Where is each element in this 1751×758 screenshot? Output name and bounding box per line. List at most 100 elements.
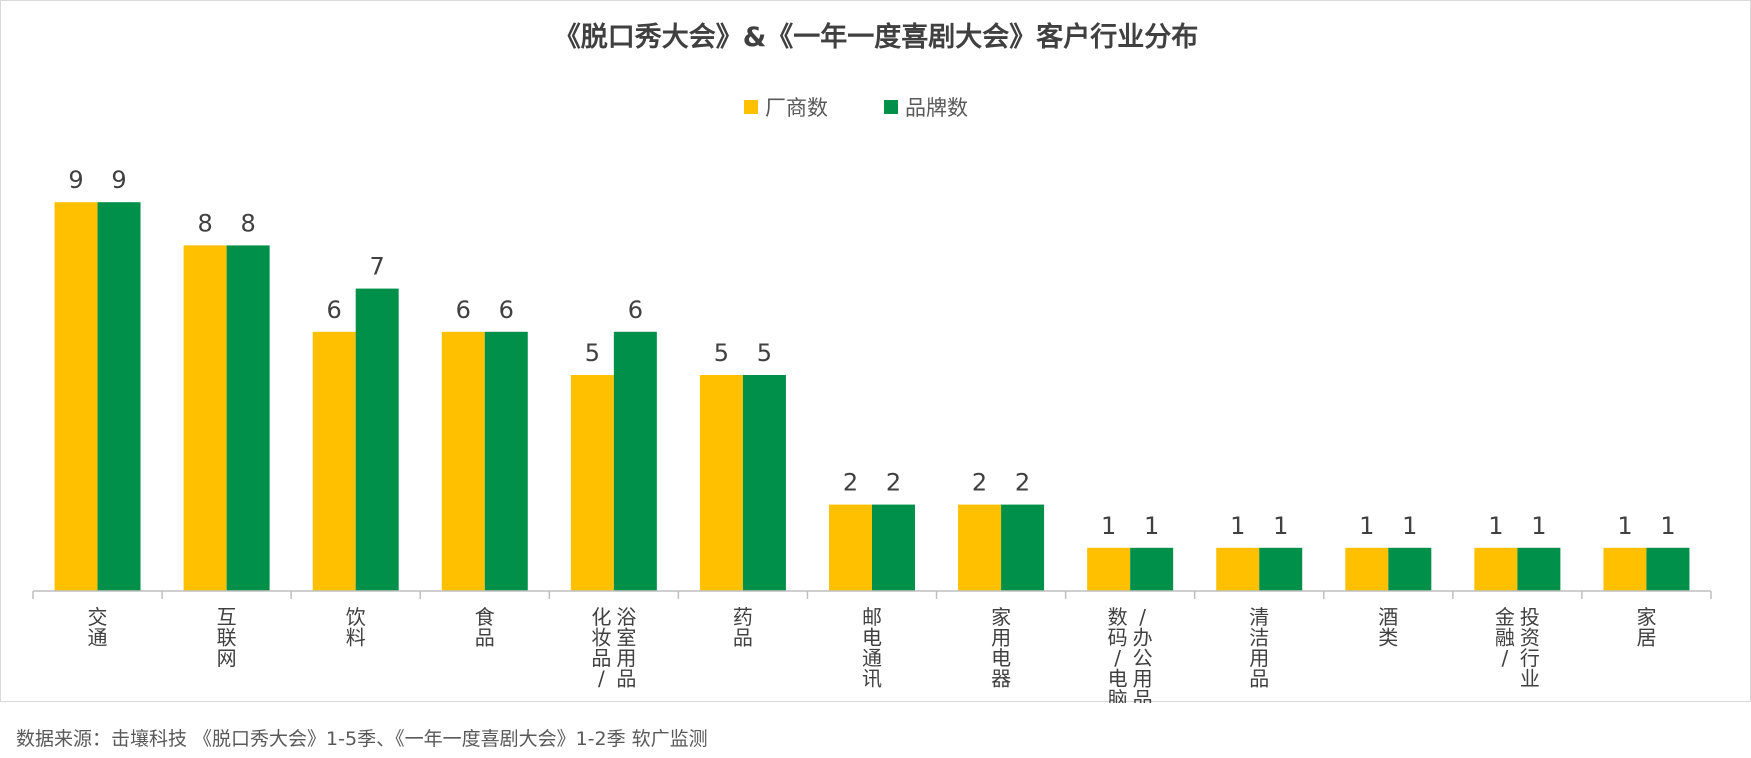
category-char: 居 [1636,626,1656,650]
data-label-1-12: 1 [1660,512,1675,540]
data-label-0-11: 1 [1488,512,1503,540]
bar-0-8 [1087,547,1131,591]
category-char: 器 [991,667,1011,691]
category-label-1: 互联网 [217,605,237,670]
category-char: 行 [1520,646,1540,670]
data-label-0-5: 5 [714,339,729,367]
category-char: 品 [591,646,611,670]
category-char: 妆 [591,626,611,650]
category-char: 室 [616,626,636,650]
data-label-1-4: 6 [628,296,643,324]
data-label-0-10: 1 [1359,512,1374,540]
category-char: 数 [1108,605,1128,629]
bar-0-10 [1345,547,1389,591]
bar-1-10 [1388,547,1432,591]
category-label-5: 药品 [733,605,753,650]
x-axis-ticks [32,591,1712,599]
bar-1-11 [1517,547,1561,591]
legend: 厂商数 品牌数 [744,96,968,120]
data-label-0-9: 1 [1230,512,1245,540]
category-char: 浴 [616,605,636,629]
data-label-0-3: 6 [456,296,471,324]
bar-series-group [54,202,1690,591]
data-label-0-0: 9 [68,166,83,194]
data-label-0-12: 1 [1617,512,1632,540]
data-label-0-4: 5 [585,339,600,367]
category-char: 码 [1108,626,1128,650]
category-char: 网 [217,646,237,670]
category-char: / [598,667,605,691]
bar-1-1 [226,245,270,591]
category-char: 互 [217,605,237,629]
category-label-12: 家居 [1636,605,1656,650]
data-label-1-3: 6 [499,296,514,324]
category-char: / [1502,646,1509,670]
bar-1-2 [355,288,399,591]
category-char: 联 [217,626,237,650]
data-label-0-6: 2 [843,469,858,497]
bar-0-9 [1216,547,1260,591]
category-char: 通 [862,646,882,670]
category-char: 融 [1495,626,1515,650]
bar-0-12 [1603,547,1647,591]
bar-1-4 [613,331,657,591]
category-char: 金 [1495,605,1515,629]
data-label-1-11: 1 [1531,512,1546,540]
category-char: / [1114,646,1121,670]
category-label-10: 酒类 [1378,605,1398,650]
bar-0-4 [570,375,614,591]
legend-label-0: 厂商数 [765,96,828,120]
category-char: 料 [346,626,366,650]
category-char: 讯 [862,667,882,691]
category-char: 办 [1133,626,1153,650]
category-char: 通 [88,626,108,650]
category-char: 品 [733,626,753,650]
bar-1-12 [1646,547,1690,591]
category-char: 用 [1249,646,1269,670]
bar-1-5 [742,375,786,591]
category-char: 药 [733,605,753,629]
category-char: 类 [1378,626,1398,650]
data-label-0-2: 6 [327,296,342,324]
bar-1-9 [1259,547,1303,591]
bar-0-6 [829,504,872,591]
category-label-2: 饮料 [346,605,366,650]
category-char: 品 [616,667,636,691]
data-label-0-1: 8 [197,209,212,237]
category-char: 品 [1133,687,1153,703]
category-char: 用 [1133,667,1153,691]
category-char: 用 [616,646,636,670]
data-label-1-1: 8 [240,209,255,237]
category-char: 品 [475,626,495,650]
bar-0-7 [958,504,1002,591]
category-labels: 交通互联网饮料食品浴室用品化妆品/药品邮电通讯家用电器/办公用品数码/电脑清洁用… [88,605,1657,703]
bar-1-3 [484,331,528,591]
data-label-1-10: 1 [1402,512,1417,540]
data-label-0-8: 1 [1101,512,1116,540]
category-char: 饮 [346,605,366,629]
category-char: / [1139,605,1146,629]
legend-label-1: 品牌数 [905,96,968,120]
category-char: 家 [1636,605,1656,629]
category-char: 电 [991,646,1011,670]
category-char: 脑 [1108,687,1128,703]
bar-1-0 [97,202,141,591]
category-char: 投 [1520,605,1540,629]
bar-0-5 [699,375,743,591]
bar-1-7 [1001,504,1045,591]
data-label-1-7: 2 [1015,469,1030,497]
category-char: 交 [88,605,108,629]
category-char: 家 [991,605,1011,629]
data-label-0-7: 2 [972,469,987,497]
legend-swatch-1 [884,100,898,114]
category-char: 清 [1249,605,1269,629]
data-label-1-5: 5 [757,339,772,367]
data-label-1-2: 7 [370,253,385,281]
bar-1-8 [1130,547,1174,591]
category-char: 电 [862,626,882,650]
category-label-0: 交通 [88,605,108,650]
